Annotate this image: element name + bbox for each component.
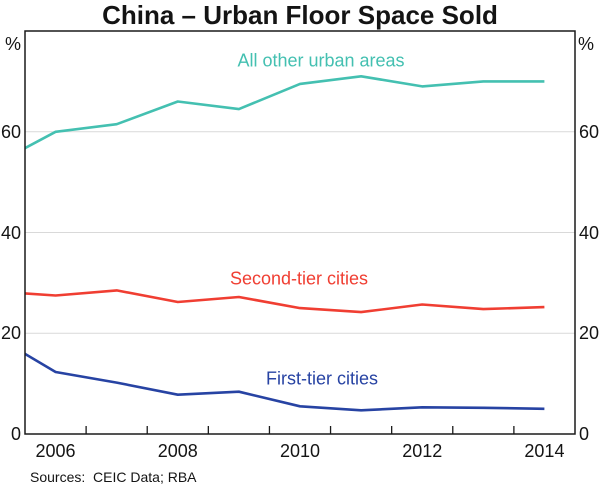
- y-tick-label-left-20: 20: [0, 323, 21, 344]
- sources-note: Sources: CEIC Data; RBA: [30, 469, 197, 485]
- y-tick-label-left-0: 0: [10, 424, 21, 444]
- chart-title: China – Urban Floor Space Sold: [102, 0, 498, 30]
- plot-frame: [24, 30, 576, 435]
- y-tick-label-left-60: 60: [0, 121, 21, 142]
- x-tick-label-2008: 2008: [157, 441, 198, 461]
- y-tick-label-right-0: 0: [579, 424, 590, 444]
- x-tick-label-2010: 2010: [279, 441, 321, 461]
- y-tick-label-right-40: 40: [579, 222, 600, 243]
- x-tick-label-2006: 2006: [35, 441, 76, 461]
- y-axis-unit-right: %: [578, 34, 595, 54]
- line-first-tier-cities: [25, 352, 545, 412]
- y-tick-label-right-20: 20: [579, 323, 600, 344]
- x-tick-label-2014: 2014: [524, 441, 565, 461]
- line-all-other-urban-areas: [25, 75, 545, 150]
- y-axis-unit-left: %: [4, 34, 21, 54]
- series-label-first-tier-cities: First-tier cities: [266, 368, 378, 389]
- series-label-all-other-urban-areas: All other urban areas: [237, 50, 405, 71]
- series-label-second-tier-cities: Second-tier cities: [229, 268, 369, 289]
- line-second-tier-cities: [25, 289, 545, 314]
- x-tick-label-2012: 2012: [402, 441, 443, 461]
- y-tick-label-left-40: 40: [0, 222, 21, 243]
- y-tick-label-right-60: 60: [579, 121, 600, 142]
